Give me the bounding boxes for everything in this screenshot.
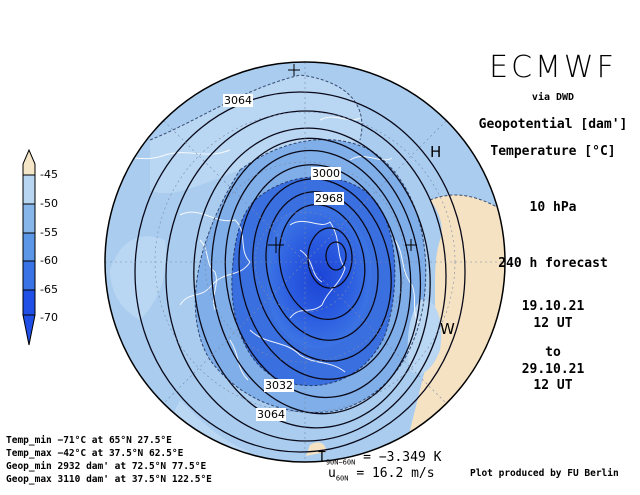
zonal-wind-metric: u60N = 16.2 m/s [328,466,435,483]
valid-date: 29.10.21 [521,362,585,377]
credit-label: Plot produced by FU Berlin [470,468,619,479]
valid-time: 12 UT [533,378,573,393]
model-title: ECMWF [489,50,617,85]
map-disk [105,62,505,462]
colorbar [22,148,36,346]
init-time: 12 UT [533,316,573,331]
colorbar-bin-65 [22,260,36,291]
temp-max-stat: Temp_max −42°C at 37.5°N 62.5°E [6,448,184,459]
plus-markers [268,64,417,253]
geop-min-stat: Geop_min 2932 dam' at 72.5°N 77.5°E [6,461,207,472]
init-date: 19.10.21 [521,299,585,314]
to-label: to [545,345,561,360]
warm-label: W [440,320,455,338]
field-2-label: Temperature [°C] [490,144,616,159]
graticule [105,62,505,462]
map-border [104,61,506,463]
t-subscript: 90N−60N [325,458,356,467]
colorbar-bin-warm [22,148,36,176]
colorbar-end-arrow [22,314,36,346]
high-pressure-label: H [430,143,442,161]
level-label: 10 hPa [529,200,577,215]
field-1-label: Geopotential [dam'] [478,117,628,132]
contour-label: 3000 [311,167,341,180]
u-symbol: u [328,466,336,481]
colorbar-tick: -65 [40,283,58,296]
contour-label: 3064 [256,408,286,421]
contour-label: 3032 [264,379,294,392]
colorbar-tick: -50 [40,197,58,210]
geopotential-contours [134,91,466,453]
colorbar-tick: -55 [40,226,58,239]
colorbar-bin-60 [22,232,36,262]
colorbar-tick: -45 [40,168,58,181]
colorbar-tick: -60 [40,254,58,267]
source-label: via DWD [531,92,575,103]
temperature-contours [149,74,505,414]
colorbar-bin-70 [22,289,36,316]
contour-label: 3064 [223,94,253,107]
temp-min-stat: Temp_min −71°C at 65°N 27.5°E [6,435,172,446]
u-subscript: 60N [335,474,349,483]
colorbar-bin-55 [22,203,36,234]
contour-label: 2968 [314,192,344,205]
t-value: = −3.349 K [363,450,442,465]
forecast-label: 240 h forecast [498,256,608,271]
u-value: = 16.2 m/s [356,466,435,481]
temperature-gradient-metric: T90N−60N = −3.349 K [318,450,441,467]
colorbar-bin-50 [22,174,36,205]
t-symbol: T [318,450,326,465]
colorbar-tick: -70 [40,311,58,324]
geop-max-stat: Geop_max 3110 dam' at 37.5°N 122.5°E [6,474,212,485]
